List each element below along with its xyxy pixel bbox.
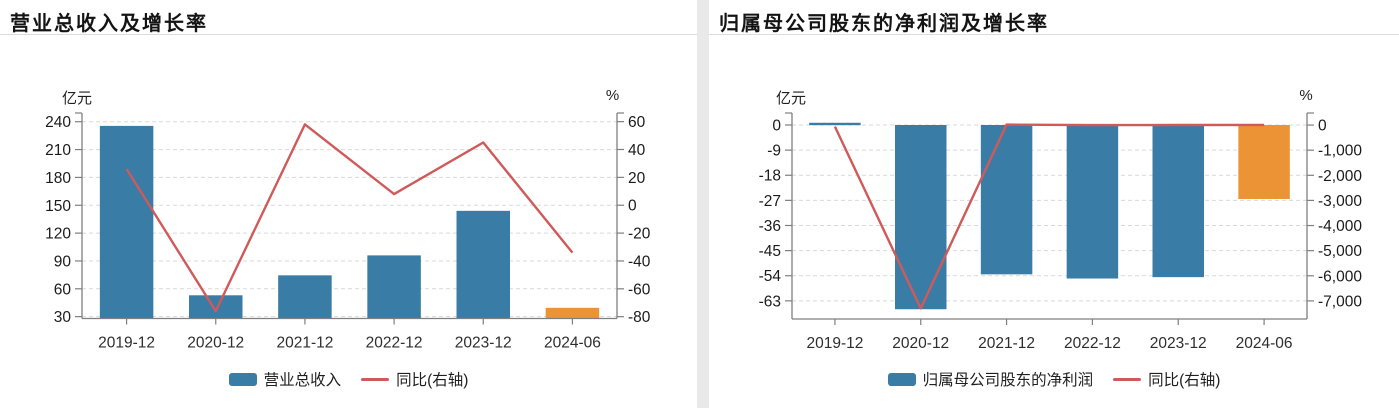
right-axis-tick-label: 60	[628, 114, 646, 131]
left-axis-tick-label: -45	[759, 243, 781, 260]
x-axis-label: 2023-12	[455, 335, 512, 352]
left-axis-tick-label: -63	[759, 293, 781, 310]
right-axis-tick-label: 20	[628, 170, 646, 187]
x-axis-label: 2020-12	[892, 335, 949, 352]
x-axis-label: 2024-06	[1236, 335, 1293, 352]
x-axis-label: 2021-12	[276, 335, 333, 352]
bar-2020-12	[895, 125, 947, 310]
net-profit-chart-plot: 0 -9 -18 -27 -36 -45 -54 -63 0 -1,000 -2,000 -3,000…	[759, 112, 1362, 352]
panel-revenue: 营业总收入及增长率 亿元 % 240 210 180 150 120 90 60 30 60 40…	[0, 0, 697, 408]
legend-label: 营业总收入	[263, 372, 342, 389]
bar-2021-12	[980, 125, 1033, 275]
right-axis-tick-label: -4,000	[1318, 218, 1362, 235]
bar-2022-12	[1066, 125, 1119, 279]
right-axis-tick-label: -2,000	[1318, 168, 1362, 185]
panel-net-profit: 归属母公司股东的净利润及增长率 亿元 % 0 -9 -18 -27 -36 -45 -54 -…	[709, 0, 1399, 408]
right-axis-tick-label: -5,000	[1318, 243, 1362, 260]
x-axis-label: 2022-12	[1064, 335, 1121, 352]
x-axis-label: 2021-12	[978, 335, 1035, 352]
bar-series-swatch	[228, 372, 257, 386]
legend-item-revenue-line[interactable]: 同比(右轴)	[361, 368, 468, 390]
left-axis-tick-label: 60	[54, 281, 72, 298]
right-axis-tick-label: 0	[1318, 118, 1327, 135]
left-axis-tick-label: 0	[772, 118, 781, 135]
right-axis-unit-label: %	[605, 87, 620, 104]
bar-series-swatch	[887, 372, 916, 386]
left-axis-tick-label: -27	[759, 193, 781, 210]
left-axis-tick-label: 120	[45, 226, 71, 243]
panel-divider	[697, 0, 709, 408]
legend-item-net-profit-line[interactable]: 同比(右轴)	[1113, 368, 1220, 390]
bar-2023-12	[456, 210, 510, 319]
left-axis-tick-label: 240	[45, 114, 71, 131]
revenue-chart-plot: 240 210 180 150 120 90 60 30 60 40 20 0 -20 -40 -60 -80…	[45, 112, 651, 352]
legend-net-profit: 归属母公司股东的净利润 同比(右轴)	[709, 366, 1399, 392]
legend-label: 归属母公司股东的净利润	[922, 372, 1094, 389]
x-axis-label: 2022-12	[366, 335, 423, 352]
right-axis-tick-label: 40	[628, 142, 646, 159]
left-axis-tick-label: 30	[54, 309, 72, 326]
right-axis-tick-label: -7,000	[1318, 293, 1362, 310]
legend-item-revenue-bar[interactable]: 营业总收入	[228, 368, 342, 390]
left-axis-unit-label: 亿元	[61, 90, 92, 107]
bar-2023-12	[1152, 125, 1204, 278]
chart-title-revenue: 营业总收入及增长率	[10, 13, 208, 35]
legend-label: 同比(右轴)	[396, 372, 469, 389]
left-axis-tick-label: -36	[759, 218, 781, 235]
bar-2019-12	[99, 125, 154, 319]
left-axis-tick-label: 210	[45, 142, 71, 159]
right-axis-tick-label: -1,000	[1318, 143, 1362, 160]
left-axis-unit-label: 亿元	[775, 90, 806, 107]
growth-line	[125, 123, 574, 313]
right-axis-tick-label: 0	[628, 198, 637, 215]
left-axis-tick-label: -9	[767, 143, 781, 160]
line-series-swatch	[361, 377, 390, 381]
left-axis-tick-label: 180	[45, 170, 71, 187]
right-axis-tick-label: -60	[628, 281, 651, 298]
legend-item-net-profit-bar[interactable]: 归属母公司股东的净利润	[887, 368, 1094, 390]
bar-2024-06	[545, 307, 600, 319]
bar-2022-12	[367, 255, 421, 319]
right-axis-unit-label: %	[1299, 87, 1313, 104]
right-axis-tick-label: -40	[628, 253, 651, 270]
growth-line	[833, 123, 1265, 310]
x-axis-label: 2019-12	[98, 335, 155, 352]
right-axis-tick-label: -20	[628, 226, 651, 243]
bar-2020-12	[189, 295, 243, 319]
x-axis-label: 2019-12	[806, 335, 863, 352]
bar-2024-06	[1238, 125, 1290, 199]
left-axis-tick-label: 150	[45, 198, 71, 215]
right-axis-tick-label: -80	[628, 309, 651, 326]
x-axis-label: 2020-12	[187, 335, 244, 352]
right-axis-tick-label: -3,000	[1318, 193, 1362, 210]
left-axis-tick-label: -18	[759, 168, 781, 185]
left-axis-tick-label: -54	[759, 268, 782, 285]
legend-revenue: 营业总收入 同比(右轴)	[0, 366, 697, 392]
chart-title-net-profit: 归属母公司股东的净利润及增长率	[719, 13, 1049, 35]
x-axis-label: 2023-12	[1150, 335, 1207, 352]
right-axis-tick-label: -6,000	[1318, 268, 1362, 285]
line-series-swatch	[1113, 377, 1142, 381]
x-axis-label: 2024-06	[544, 335, 601, 352]
legend-label: 同比(右轴)	[1148, 372, 1221, 389]
title-underline	[0, 34, 697, 35]
bar-2019-12	[809, 122, 861, 126]
title-underline	[709, 34, 1399, 35]
left-axis-tick-label: 90	[54, 253, 72, 270]
bar-2021-12	[278, 275, 332, 319]
